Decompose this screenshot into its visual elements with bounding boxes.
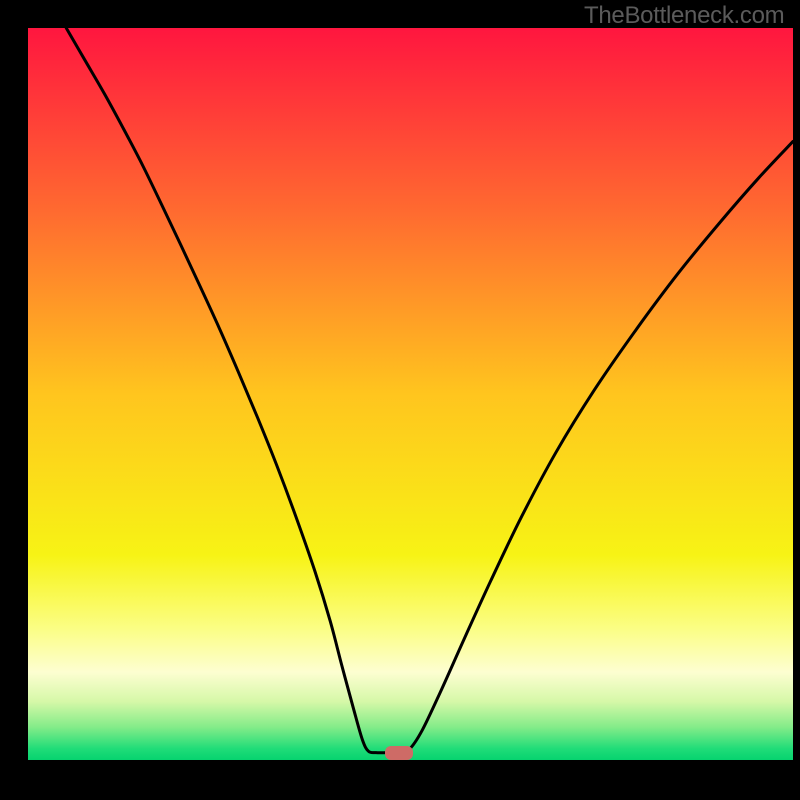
chart-stage: TheBottleneck.com	[0, 0, 800, 800]
frame-border-right	[793, 0, 800, 800]
recommended-marker	[385, 746, 413, 760]
watermark-text: TheBottleneck.com	[584, 2, 784, 30]
frame-border-left	[0, 0, 28, 800]
bottleneck-curve	[28, 28, 793, 760]
plot-area	[28, 28, 793, 760]
frame-border-bottom	[0, 760, 800, 800]
